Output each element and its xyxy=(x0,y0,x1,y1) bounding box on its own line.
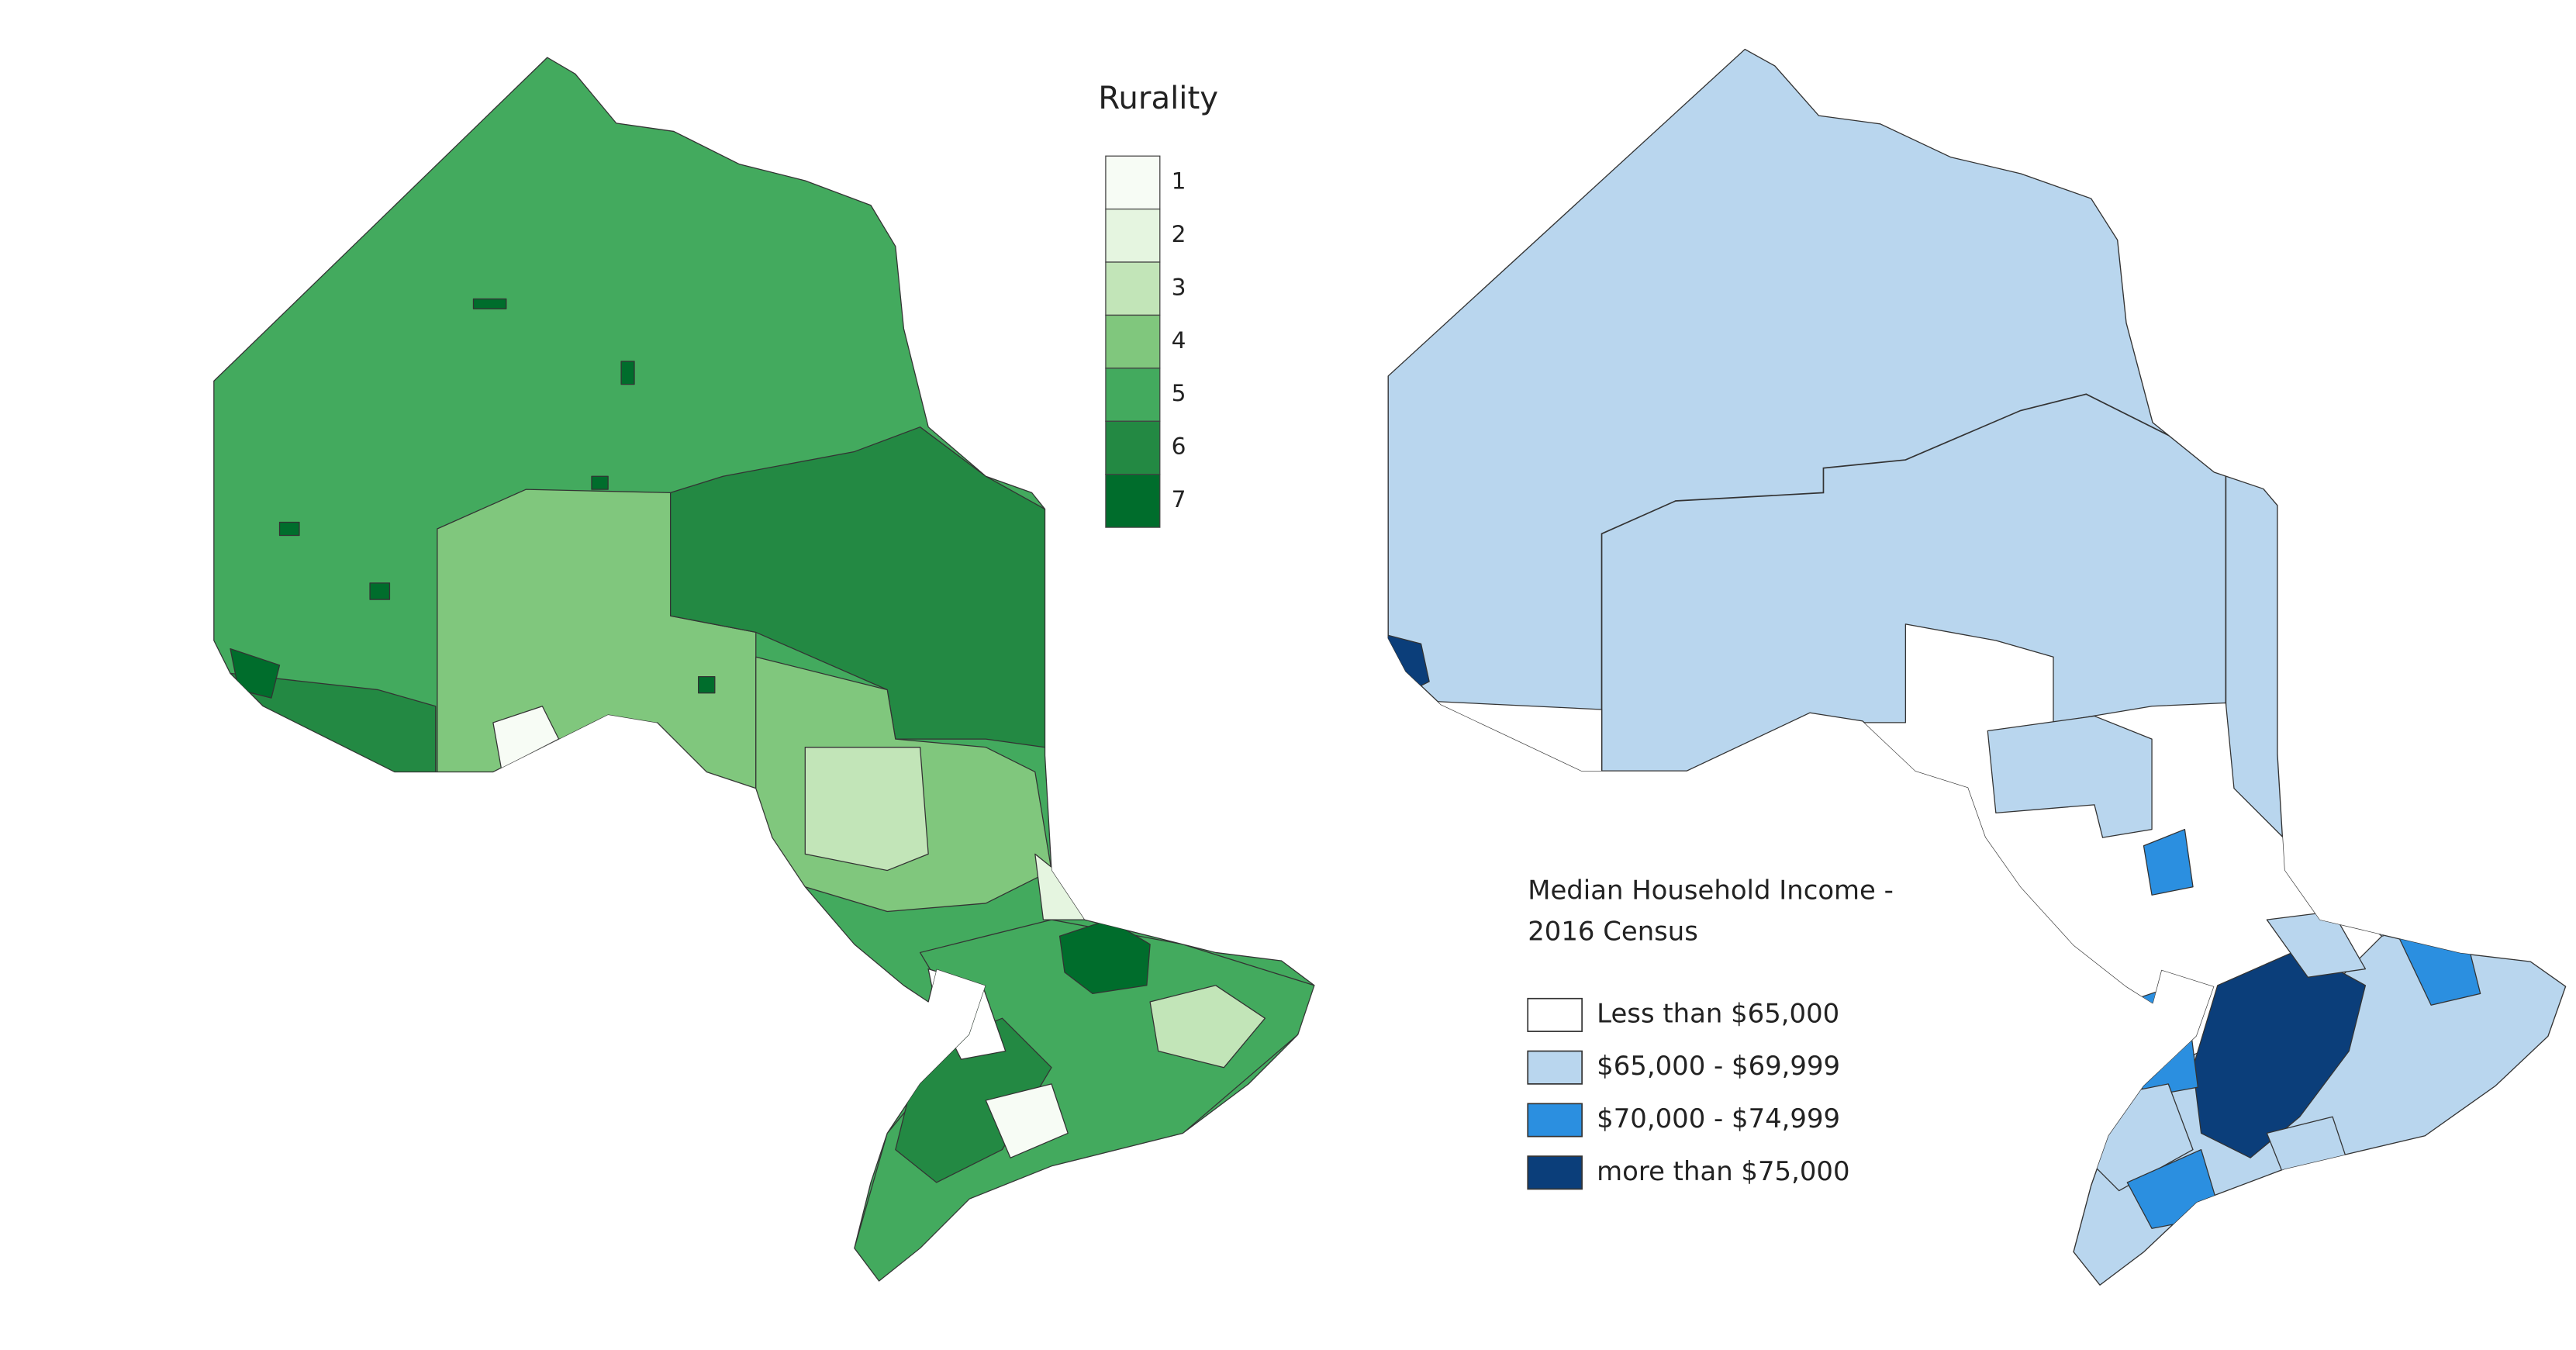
region xyxy=(1034,853,1086,920)
legend-swatch xyxy=(1527,997,1583,1032)
region xyxy=(698,675,716,694)
legend-swatch xyxy=(1105,261,1161,316)
legend-swatch xyxy=(1105,420,1161,475)
legend-label: 3 xyxy=(1172,273,1186,300)
region xyxy=(620,361,635,385)
region xyxy=(437,489,757,789)
region xyxy=(985,1083,1069,1158)
region xyxy=(472,298,507,309)
region xyxy=(669,426,1046,748)
legend-swatch xyxy=(1105,155,1161,210)
legend-label: $65,000 - $69,999 xyxy=(1597,1051,1840,1081)
legend-label: 5 xyxy=(1172,379,1186,406)
legend-label: 6 xyxy=(1172,433,1186,460)
income-map xyxy=(1387,48,2567,1286)
legend-label: 7 xyxy=(1172,485,1186,513)
legend-swatch xyxy=(1527,1103,1583,1138)
legend-swatch xyxy=(1105,314,1161,369)
legend-title: Rurality xyxy=(1098,81,1218,116)
region xyxy=(2126,981,2199,1098)
legend-label: Less than $65,000 xyxy=(1597,998,1839,1028)
legend-swatch xyxy=(1105,208,1161,263)
legend-label: 4 xyxy=(1172,326,1186,354)
legend-swatch xyxy=(1105,368,1161,422)
region xyxy=(591,475,609,490)
region xyxy=(1149,985,1266,1069)
region xyxy=(230,647,281,699)
legend-swatch xyxy=(1105,474,1161,528)
legend-label: 2 xyxy=(1172,220,1186,247)
legend-title: Median Household Income - xyxy=(1528,875,1894,906)
legend-swatch xyxy=(1527,1155,1583,1190)
region xyxy=(492,706,560,769)
region xyxy=(2447,845,2566,954)
legend-label: $70,000 - $74,999 xyxy=(1597,1103,1840,1134)
region xyxy=(278,521,300,537)
region xyxy=(2266,910,2367,978)
region xyxy=(369,582,391,600)
region xyxy=(804,747,929,872)
legend-title: 2016 Census xyxy=(1528,917,1698,947)
legend-label: more than $75,000 xyxy=(1597,1156,1849,1186)
legend-label: 1 xyxy=(1172,167,1186,195)
legend-swatch xyxy=(1527,1050,1583,1085)
income-legend: Median Household Income - 2016 Census Less… xyxy=(1527,875,1894,1190)
rurality-legend: Rurality 1 2 3 4 5 6 7 xyxy=(1098,81,1218,528)
region xyxy=(1987,715,2153,838)
region xyxy=(2143,828,2194,896)
